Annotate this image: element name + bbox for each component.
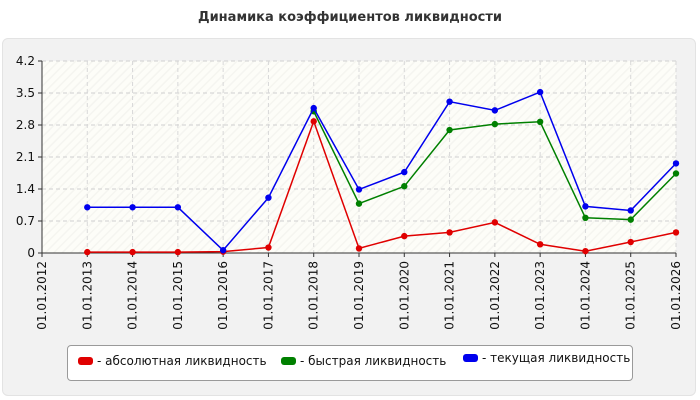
data-point bbox=[582, 214, 589, 221]
data-point bbox=[536, 88, 544, 96]
x-tick-label: 01.01.2022 bbox=[488, 261, 502, 330]
data-point bbox=[672, 160, 680, 167]
y-tick-label: 2.1 bbox=[16, 150, 35, 164]
y-tick-label: 0.7 bbox=[16, 214, 35, 228]
data-point bbox=[627, 207, 634, 214]
data-point bbox=[310, 118, 317, 125]
data-point bbox=[355, 245, 363, 252]
y-tick-label: 0 bbox=[27, 246, 35, 260]
data-point bbox=[174, 248, 182, 256]
x-tick-label: 01.01.2026 bbox=[669, 261, 683, 330]
data-point bbox=[672, 229, 680, 236]
data-point bbox=[627, 216, 634, 223]
data-point bbox=[401, 232, 408, 240]
series-line bbox=[87, 119, 677, 253]
x-tick-label: 01.01.2018 bbox=[307, 261, 321, 330]
x-tick-label: 01.01.2012 bbox=[35, 261, 49, 330]
series-2 bbox=[84, 88, 680, 254]
data-point bbox=[491, 120, 499, 128]
y-tick-label: 2.8 bbox=[16, 118, 35, 132]
legend-item-absolute: - абсолютная ликвидность bbox=[78, 354, 267, 368]
x-tick-label: 01.01.2019 bbox=[352, 261, 366, 330]
x-tick-label: 01.01.2020 bbox=[397, 261, 411, 330]
legend-swatch-absolute bbox=[78, 357, 93, 365]
data-point bbox=[582, 247, 589, 255]
data-point bbox=[672, 170, 680, 177]
chart-title: Динамика коэффициентов ликвидности bbox=[198, 10, 502, 25]
legend-swatch-quick bbox=[281, 357, 296, 365]
data-point bbox=[84, 204, 91, 211]
data-point bbox=[446, 126, 453, 134]
legend-item-current: - текущая ликвидность bbox=[463, 351, 630, 365]
x-tick-label: 01.01.2024 bbox=[578, 261, 592, 330]
data-point bbox=[401, 183, 408, 190]
data-point bbox=[491, 107, 499, 114]
data-point bbox=[174, 204, 182, 211]
x-tick-label: 01.01.2021 bbox=[443, 261, 457, 330]
legend-label-current: - текущая ликвидность bbox=[482, 351, 631, 365]
data-point bbox=[265, 194, 272, 201]
y-tick-label: 3.5 bbox=[16, 86, 35, 100]
legend-label-absolute: - абсолютная ликвидность bbox=[97, 354, 267, 368]
x-tick-label: 01.01.2013 bbox=[80, 261, 94, 330]
data-point bbox=[446, 98, 453, 105]
data-point bbox=[536, 241, 544, 248]
legend-label-quick: - быстрая ликвидность bbox=[300, 354, 447, 368]
x-tick-label: 01.01.2015 bbox=[171, 261, 185, 330]
chart-legend: - абсолютная ликвидность - быстрая ликви… bbox=[67, 345, 633, 381]
data-point bbox=[355, 200, 363, 207]
data-point bbox=[582, 203, 589, 210]
data-point bbox=[310, 104, 317, 112]
data-point bbox=[129, 248, 136, 256]
data-point bbox=[401, 168, 408, 176]
legend-item-quick: - быстрая ликвидность bbox=[281, 354, 446, 368]
x-tick-label: 01.01.2016 bbox=[216, 261, 230, 330]
data-point bbox=[265, 244, 272, 251]
series-0 bbox=[84, 118, 680, 256]
data-point bbox=[84, 248, 91, 256]
y-tick-label: 4.2 bbox=[16, 54, 35, 68]
legend-swatch-current bbox=[463, 354, 478, 362]
x-tick-label: 01.01.2023 bbox=[533, 261, 547, 330]
series-line bbox=[87, 91, 677, 252]
x-tick-label: 01.01.2025 bbox=[624, 261, 638, 330]
data-point bbox=[536, 118, 544, 126]
x-tick-label: 01.01.2014 bbox=[126, 261, 140, 330]
data-point bbox=[446, 229, 453, 236]
x-tick-label: 01.01.2017 bbox=[261, 261, 275, 330]
data-point bbox=[355, 186, 363, 193]
data-point bbox=[491, 219, 499, 226]
y-tick-label: 1.4 bbox=[16, 182, 35, 196]
data-point bbox=[129, 204, 136, 211]
data-point bbox=[219, 247, 227, 254]
data-point bbox=[627, 238, 634, 246]
